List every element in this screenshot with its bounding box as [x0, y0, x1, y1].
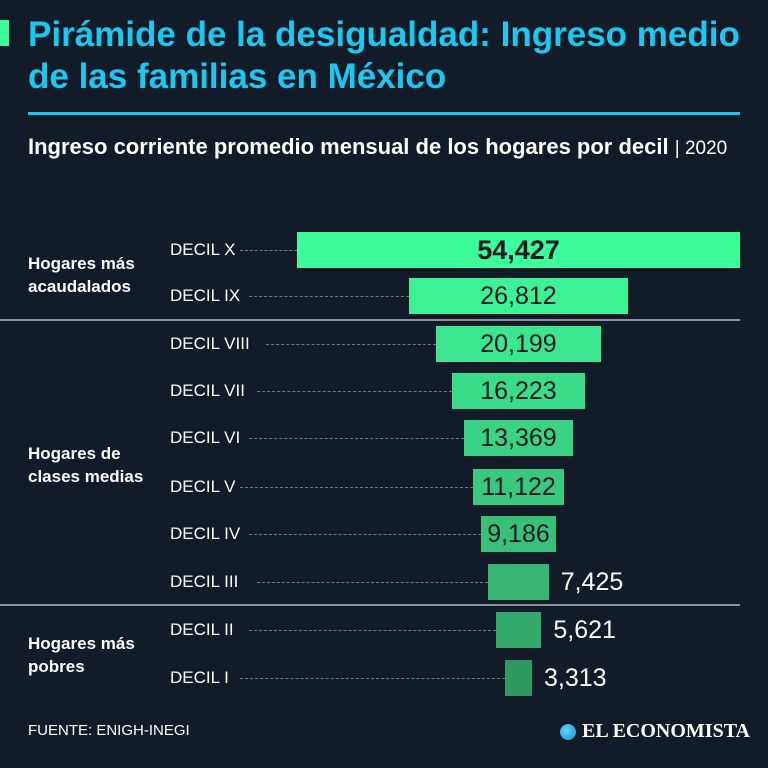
globe-icon: [560, 723, 576, 740]
category-label: DECIL IX: [170, 286, 241, 305]
leader-line: [248, 630, 496, 631]
leader-line: [257, 391, 453, 392]
category-label: DECIL V: [170, 477, 236, 496]
bar: [488, 564, 549, 600]
value-label: 9,186: [487, 520, 550, 548]
bar: [464, 420, 573, 456]
group-label-middle: Hogares de clases medias: [28, 444, 144, 486]
category-label: DECIL VII: [170, 381, 245, 400]
category-label: DECIL VIII: [170, 334, 250, 353]
group-label-rich: Hogares más acaudalados: [28, 254, 135, 296]
bar: [495, 612, 542, 648]
bar: [436, 326, 601, 362]
category-label: DECIL II: [170, 620, 234, 639]
value-label: 11,122: [481, 473, 556, 501]
group-divider: [0, 319, 740, 321]
leader-line: [240, 678, 505, 679]
leader-line: [248, 296, 410, 297]
value-label: 26,812: [480, 282, 557, 310]
group-divider: [0, 604, 740, 606]
group-label-poor: Hogares más pobres: [28, 634, 135, 676]
subtitle-text: Ingreso corriente promedio mensual de lo…: [28, 134, 669, 159]
value-label: 54,427: [477, 235, 560, 265]
category-label: DECIL III: [170, 572, 239, 591]
brand-logo: EL ECONOMISTA: [560, 720, 750, 743]
value-label: 7,425: [560, 568, 624, 596]
bar: [452, 373, 585, 409]
title-rule: [28, 112, 740, 115]
source-note: FUENTE: ENIGH-INEGI: [28, 722, 190, 739]
bar: [473, 469, 564, 505]
brand-name: EL ECONOMISTA: [582, 720, 750, 742]
title-accent: [0, 20, 9, 46]
value-label: 3,313: [543, 664, 607, 692]
value-label: 20,199: [480, 330, 557, 358]
bar: [409, 278, 628, 314]
leader-line: [248, 534, 482, 535]
value-label: 16,223: [480, 377, 557, 405]
category-label: DECIL VI: [170, 428, 241, 447]
chart-subtitle: Ingreso corriente promedio mensual de lo…: [28, 132, 748, 163]
leader-line: [266, 344, 437, 345]
page-title: Pirámide de la desigualdad: Ingreso medi…: [28, 15, 740, 96]
bar: [297, 232, 740, 268]
subtitle-year: | 2020: [674, 138, 728, 159]
category-label: DECIL IV: [170, 524, 241, 543]
category-label: DECIL I: [170, 668, 229, 687]
category-label: DECIL X: [170, 240, 236, 259]
bar: [505, 660, 532, 696]
leader-line: [257, 582, 489, 583]
bar: [481, 516, 556, 552]
leader-line: [240, 250, 297, 251]
leader-line: [240, 487, 474, 488]
value-label: 13,369: [480, 424, 557, 452]
value-label: 5,621: [553, 616, 616, 644]
leader-line: [248, 438, 465, 439]
